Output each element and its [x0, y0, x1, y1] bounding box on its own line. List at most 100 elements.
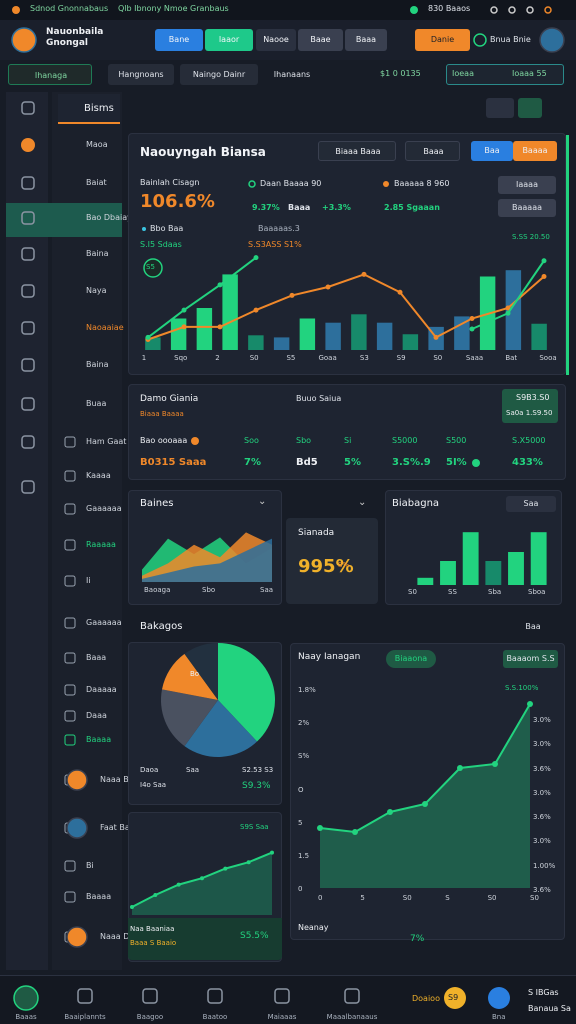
button[interactable]: Ihanaga: [8, 64, 92, 85]
nav-item[interactable]: Baaiplannts: [64, 1013, 106, 1021]
search[interactable]: [446, 64, 564, 85]
table-cell: S500: [446, 436, 467, 445]
label: S.SS 20.50: [512, 233, 550, 241]
button[interactable]: Saa: [506, 496, 556, 512]
pie-slice: [162, 653, 218, 700]
button[interactable]: Baa: [471, 141, 513, 161]
bar: [248, 335, 264, 350]
button[interactable]: Biaaona: [386, 650, 436, 668]
icon-button[interactable]: [518, 98, 542, 118]
button[interactable]: Baae: [298, 29, 343, 51]
y-label: 0: [298, 885, 303, 893]
highlight-box: [502, 389, 558, 423]
pie-slice: [184, 643, 218, 700]
bottom-nav: [0, 975, 576, 1024]
nav-item[interactable]: Baaaa: [86, 735, 112, 744]
nav-item[interactable]: Gaaaaaa: [86, 504, 122, 513]
nav-icon-shape: [64, 436, 76, 448]
card: [286, 518, 378, 604]
nav-item[interactable]: Daaa: [86, 711, 107, 720]
nav-item[interactable]: Naoaaiae: [86, 323, 124, 332]
status-dot-icon: [12, 6, 20, 14]
rail-icon: [21, 397, 35, 411]
nav-item[interactable]: Bao Dbaiay: [86, 213, 132, 222]
x-tick-label: S5: [286, 354, 296, 362]
label: S.S.100%: [505, 684, 539, 692]
button[interactable]: Baaa: [345, 29, 387, 51]
button-label: Biaaona: [394, 654, 428, 663]
button[interactable]: Iaaor: [205, 29, 253, 51]
point: [325, 284, 331, 290]
nav-item[interactable]: Kaaaa: [86, 471, 111, 480]
nav-item[interactable]: Baaaa: [86, 892, 112, 901]
nav-item[interactable]: Ham Gaat: [86, 437, 127, 446]
button[interactable]: Baaa: [405, 141, 460, 161]
x-tick-label: S0: [433, 354, 443, 362]
x-tick-label: S0: [249, 354, 259, 362]
nav-item[interactable]: Naaa Baaa: [100, 775, 144, 784]
button-label: Baaaaa: [512, 203, 542, 212]
pie-slice: [184, 700, 258, 757]
nav-item[interactable]: Naya: [86, 286, 107, 295]
nav-item[interactable]: Daaaaa: [86, 685, 117, 694]
tab-label[interactable]: Bisms: [84, 103, 114, 114]
nav-item[interactable]: Baagoo: [136, 1013, 164, 1021]
x-tick-label: 0: [318, 894, 323, 902]
button[interactable]: Naingo Dainr: [180, 64, 258, 85]
nav-item[interactable]: Faat Bay: [100, 823, 135, 832]
nav-item[interactable]: Doaioo: [412, 994, 440, 1003]
label: Biaaa Baaaa: [140, 410, 184, 418]
button[interactable]: Biaaa Baaa: [318, 141, 396, 161]
table-cell: Si: [344, 436, 352, 445]
nav-icon-shape: [64, 539, 76, 551]
button[interactable]: Baa: [508, 619, 558, 635]
x-tick-label: Sqo: [174, 354, 188, 362]
nav-item[interactable]: Maaalbanaaus: [326, 1013, 378, 1021]
nav-item[interactable]: Gaaaaaa: [86, 618, 122, 627]
status-icon: [508, 6, 516, 14]
status-icon-icon: [508, 6, 516, 14]
nav-item[interactable]: Baaa: [86, 653, 107, 662]
button[interactable]: Danie: [415, 29, 470, 51]
status-dot-icon: [191, 437, 199, 445]
label: S9B3.S0: [516, 393, 550, 402]
point: [130, 905, 134, 909]
x-tick-label: 1: [141, 354, 147, 362]
nav-item[interactable]: Buaa: [86, 399, 107, 408]
nav-item[interactable]: Naaa Daaa: [100, 932, 145, 941]
nav-item[interactable]: Bi: [86, 861, 94, 870]
rail-icon-shape: [21, 138, 35, 152]
point: [541, 274, 547, 279]
nav-item[interactable]: Baatoo: [202, 1013, 228, 1021]
nav-item[interactable]: Baaas: [15, 1013, 37, 1021]
button[interactable]: Bane: [155, 29, 203, 51]
nav-item[interactable]: Bna: [492, 1013, 506, 1021]
bar: [417, 577, 434, 585]
button[interactable]: Baaaom S.S: [503, 650, 558, 668]
table-cell: Soo: [244, 436, 259, 445]
y-label: 3.0%: [533, 740, 551, 749]
nav-item[interactable]: Maiaaas: [267, 1013, 297, 1021]
button[interactable]: Baaaaa: [498, 199, 556, 217]
label: Bo: [190, 670, 200, 678]
button[interactable]: Iaaaa: [498, 176, 556, 194]
rail-icon: [21, 321, 35, 335]
badge-label: S9: [448, 993, 459, 1002]
nav-item[interactable]: Raaaaa: [86, 540, 116, 549]
avatar-icon: [539, 27, 565, 53]
nav-item[interactable]: Baiat: [86, 178, 107, 187]
bar: [462, 532, 479, 585]
icon-button[interactable]: [486, 98, 514, 118]
nav-item[interactable]: Baina: [86, 249, 109, 258]
nav-item[interactable]: Baina: [86, 360, 109, 369]
nav-icon-icon: [13, 985, 39, 1011]
button[interactable]: Naooe: [256, 29, 296, 51]
nav-item[interactable]: Ii: [86, 576, 91, 585]
button[interactable]: Baaaa: [513, 141, 557, 161]
status-icon: [410, 6, 418, 14]
bar: [325, 322, 341, 350]
button[interactable]: Ihanaans: [262, 64, 322, 85]
button-label: Biaaa Baaa: [335, 147, 381, 156]
nav-item[interactable]: Maoa: [86, 140, 108, 149]
button[interactable]: Hangnoans: [108, 64, 174, 85]
